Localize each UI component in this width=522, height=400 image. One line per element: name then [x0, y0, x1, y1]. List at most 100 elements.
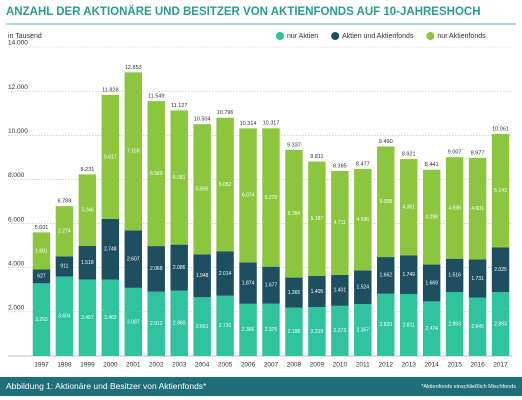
y-tick-label: 10.000	[8, 128, 28, 135]
value-label: 6.074	[242, 193, 255, 199]
x-tick-label: 2014	[424, 362, 439, 369]
legend-marker	[426, 32, 435, 40]
chart-title: ANZAHL DER AKTIONÄRE UND BESITZER VON AK…	[6, 5, 481, 18]
value-label: 627	[37, 274, 46, 280]
x-tick-label: 2003	[172, 362, 187, 369]
bar-segment	[124, 230, 143, 288]
value-label: 2.474	[425, 326, 438, 332]
x-tick-label: 2006	[241, 362, 256, 369]
value-label: 1.401	[334, 288, 347, 294]
value-label: 911	[60, 264, 68, 270]
bar-segment	[377, 146, 395, 258]
value-label: 3.604	[58, 314, 71, 320]
value-label: 1.516	[448, 273, 461, 279]
bar-segment	[354, 270, 372, 304]
value-label: 2.607	[127, 256, 140, 262]
bar-segment	[399, 255, 418, 294]
value-label: 3.467	[81, 315, 94, 321]
value-label: 2.273	[334, 328, 347, 334]
value-label: 1.669	[425, 280, 438, 286]
value-label: 2.188	[288, 329, 301, 335]
bar-segment	[491, 247, 510, 293]
bar-segment	[216, 295, 234, 356]
bar-segment	[422, 169, 441, 265]
bar-segment	[101, 218, 120, 280]
bar-segment	[170, 290, 188, 356]
value-label: 2.730	[219, 323, 232, 329]
value-label: 3.087	[127, 319, 140, 325]
bar-segment	[285, 149, 303, 278]
x-tick-label: 2016	[470, 362, 485, 369]
bar-segment	[468, 297, 487, 356]
value-label: 2.748	[104, 247, 117, 253]
x-tick-label: 2015	[447, 362, 462, 369]
value-label: 2.025	[494, 267, 507, 273]
value-label: 5.617	[104, 154, 117, 160]
value-label: 2.912	[150, 321, 163, 327]
value-label: 2.357	[357, 327, 370, 333]
x-tick-label: 1999	[80, 362, 95, 369]
value-label: 2.086	[173, 265, 186, 271]
value-label: 2.893	[448, 321, 461, 327]
value-label: 1.948	[196, 273, 209, 279]
value-label: 1.662	[380, 273, 393, 279]
x-tick-label: 2007	[264, 362, 279, 369]
bar-segment	[239, 303, 257, 356]
value-label: 2.366	[242, 327, 255, 333]
bar-segment	[32, 232, 51, 270]
x-tick-label: 2002	[149, 362, 164, 369]
value-label: 2.811	[403, 322, 415, 328]
bar-segment	[491, 292, 510, 356]
x-tick-label: 1997	[34, 362, 49, 369]
total-label: 10.796	[217, 110, 234, 116]
total-label: 8.441	[425, 162, 439, 168]
bar-segment	[193, 297, 211, 356]
value-label: 6.081	[173, 175, 186, 181]
total-label: 10.314	[240, 121, 257, 127]
value-label: 5.895	[196, 187, 209, 193]
value-label: 5.008	[380, 199, 393, 205]
bar-segment	[285, 307, 303, 356]
value-label: 6.270	[265, 195, 278, 201]
total-label: 8.231	[80, 167, 94, 173]
bar-segment	[308, 161, 326, 277]
value-label: 4.598	[448, 205, 461, 211]
value-label: 6.052	[219, 182, 232, 188]
total-label: 11.549	[148, 94, 164, 100]
bar-segment	[354, 168, 372, 271]
bar-segment	[239, 262, 257, 304]
bar-segment	[285, 277, 303, 308]
value-label: 5.143	[494, 188, 507, 194]
bar-segment	[193, 124, 211, 255]
value-label: 1.731	[471, 276, 484, 282]
value-label: 1.405	[311, 289, 324, 295]
y-tick-label: 12.000	[8, 84, 28, 91]
value-label: 2.370	[265, 327, 278, 333]
bar-segment	[354, 303, 372, 356]
value-label: 1.365	[288, 290, 301, 296]
bar-segment	[445, 258, 464, 293]
bar-segment	[399, 293, 418, 356]
bar-segment	[239, 128, 257, 263]
bar-segment	[468, 157, 487, 260]
y-tick-label: 8.000	[8, 172, 25, 179]
legend-marker	[331, 32, 340, 40]
bar-segment	[147, 291, 165, 356]
value-label: 2.893	[494, 321, 507, 327]
value-label: 2.014	[219, 271, 232, 277]
bar-segment	[445, 157, 464, 259]
bar-segment	[32, 269, 51, 284]
bar-segment	[78, 245, 97, 280]
bar-segment	[147, 246, 165, 292]
bar-segment	[262, 303, 280, 356]
bar-segment	[78, 174, 97, 246]
total-label: 8.477	[356, 161, 370, 167]
value-label: 2.960	[173, 321, 186, 327]
value-label: 6.569	[150, 171, 163, 177]
y-tick-label: 4.000	[8, 260, 25, 267]
legend-label: nur Aktienfonds	[437, 33, 486, 40]
bar-segment	[308, 276, 326, 308]
total-label: 8.921	[402, 152, 416, 158]
bar-segment	[78, 279, 97, 356]
